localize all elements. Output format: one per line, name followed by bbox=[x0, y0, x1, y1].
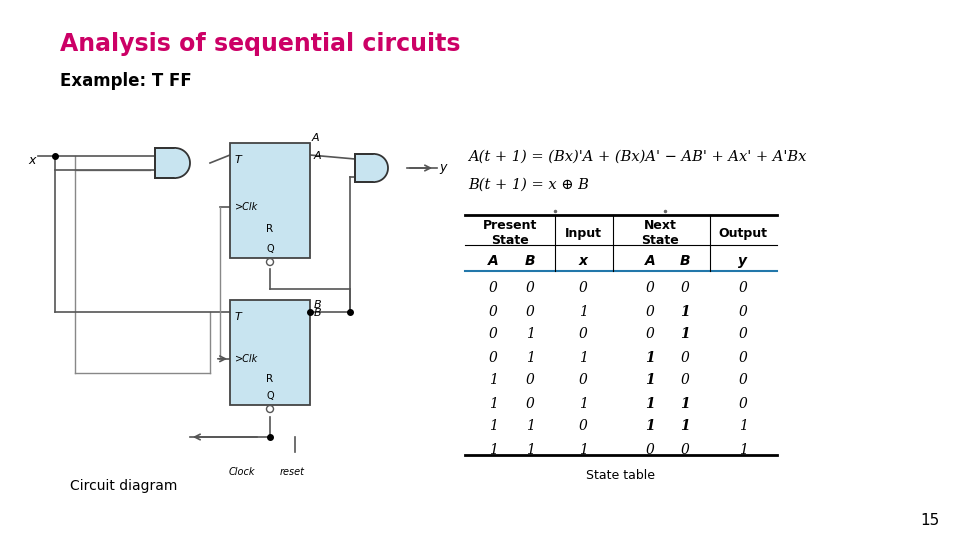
Text: 1: 1 bbox=[579, 305, 588, 319]
Text: 0: 0 bbox=[645, 327, 655, 341]
FancyBboxPatch shape bbox=[230, 143, 310, 258]
Text: 0: 0 bbox=[525, 396, 535, 410]
Text: x: x bbox=[28, 154, 36, 167]
Text: B: B bbox=[525, 254, 536, 268]
Text: 1: 1 bbox=[681, 396, 690, 410]
Text: Circuit diagram: Circuit diagram bbox=[70, 479, 178, 493]
Text: 0: 0 bbox=[645, 281, 655, 295]
Text: R: R bbox=[267, 374, 274, 384]
Text: T: T bbox=[235, 312, 242, 322]
Text: B: B bbox=[314, 300, 322, 310]
Polygon shape bbox=[374, 154, 388, 182]
Text: 0: 0 bbox=[738, 396, 748, 410]
Text: 1: 1 bbox=[489, 442, 497, 456]
Text: 0: 0 bbox=[489, 281, 497, 295]
Text: R: R bbox=[267, 224, 274, 234]
Text: 0: 0 bbox=[681, 374, 689, 388]
Text: B: B bbox=[680, 254, 690, 268]
Text: Analysis of sequential circuits: Analysis of sequential circuits bbox=[60, 32, 461, 56]
Text: Q: Q bbox=[266, 244, 274, 254]
Text: A: A bbox=[314, 151, 322, 161]
Text: 0: 0 bbox=[738, 327, 748, 341]
Text: A(t + 1) = (Bx)'A + (Bx)A' − AB' + Ax' + A'Bx: A(t + 1) = (Bx)'A + (Bx)A' − AB' + Ax' +… bbox=[468, 150, 806, 164]
Text: 1: 1 bbox=[645, 350, 655, 365]
Text: 1: 1 bbox=[489, 396, 497, 410]
Text: State table: State table bbox=[587, 469, 656, 482]
Text: 0: 0 bbox=[645, 442, 655, 456]
Polygon shape bbox=[355, 154, 374, 182]
Text: 0: 0 bbox=[681, 281, 689, 295]
Text: 1: 1 bbox=[738, 442, 748, 456]
Text: 0: 0 bbox=[579, 327, 588, 341]
Text: y: y bbox=[439, 161, 446, 174]
Text: 0: 0 bbox=[579, 420, 588, 434]
Text: A: A bbox=[644, 254, 656, 268]
Text: B: B bbox=[314, 308, 322, 318]
Text: Input: Input bbox=[564, 227, 602, 240]
Text: 1: 1 bbox=[489, 420, 497, 434]
Text: 1: 1 bbox=[681, 327, 690, 341]
Polygon shape bbox=[175, 148, 190, 178]
Text: 0: 0 bbox=[579, 281, 588, 295]
Text: 0: 0 bbox=[738, 374, 748, 388]
Text: 1: 1 bbox=[681, 305, 690, 319]
FancyBboxPatch shape bbox=[230, 300, 310, 405]
Text: Example: T FF: Example: T FF bbox=[60, 72, 192, 90]
Text: 0: 0 bbox=[525, 374, 535, 388]
Text: Clock: Clock bbox=[228, 467, 255, 477]
Text: A: A bbox=[312, 133, 320, 143]
Text: 15: 15 bbox=[921, 513, 940, 528]
Text: A: A bbox=[488, 254, 498, 268]
Text: 1: 1 bbox=[579, 396, 588, 410]
Text: 0: 0 bbox=[738, 281, 748, 295]
Polygon shape bbox=[174, 148, 176, 178]
Text: 0: 0 bbox=[738, 305, 748, 319]
Text: Output: Output bbox=[718, 227, 767, 240]
Text: y: y bbox=[738, 254, 748, 268]
Text: >Clk: >Clk bbox=[235, 202, 258, 212]
Text: 0: 0 bbox=[525, 305, 535, 319]
Text: T: T bbox=[235, 155, 242, 165]
Text: 0: 0 bbox=[681, 442, 689, 456]
Text: 0: 0 bbox=[579, 374, 588, 388]
Text: B(t + 1) = x ⊕ B: B(t + 1) = x ⊕ B bbox=[468, 178, 588, 192]
Polygon shape bbox=[373, 154, 375, 182]
Text: 1: 1 bbox=[525, 442, 535, 456]
Text: 1: 1 bbox=[738, 420, 748, 434]
Text: 1: 1 bbox=[645, 374, 655, 388]
Text: Present
State: Present State bbox=[483, 219, 538, 247]
Text: Q: Q bbox=[266, 391, 274, 401]
Text: 0: 0 bbox=[489, 305, 497, 319]
Text: 1: 1 bbox=[645, 420, 655, 434]
Polygon shape bbox=[155, 148, 175, 178]
Text: 0: 0 bbox=[525, 281, 535, 295]
Text: Next
State: Next State bbox=[641, 219, 679, 247]
Text: 1: 1 bbox=[525, 420, 535, 434]
Text: >Clk: >Clk bbox=[235, 354, 258, 364]
Text: reset: reset bbox=[280, 467, 305, 477]
Text: 1: 1 bbox=[645, 396, 655, 410]
Text: x: x bbox=[579, 254, 588, 268]
Text: 0: 0 bbox=[681, 350, 689, 365]
Text: 0: 0 bbox=[489, 327, 497, 341]
Text: 1: 1 bbox=[579, 442, 588, 456]
Text: 1: 1 bbox=[579, 350, 588, 365]
Text: 1: 1 bbox=[681, 420, 690, 434]
Text: 1: 1 bbox=[489, 374, 497, 388]
Text: 0: 0 bbox=[738, 350, 748, 365]
Text: 1: 1 bbox=[525, 350, 535, 365]
Text: 0: 0 bbox=[645, 305, 655, 319]
Text: 0: 0 bbox=[489, 350, 497, 365]
Text: 1: 1 bbox=[525, 327, 535, 341]
